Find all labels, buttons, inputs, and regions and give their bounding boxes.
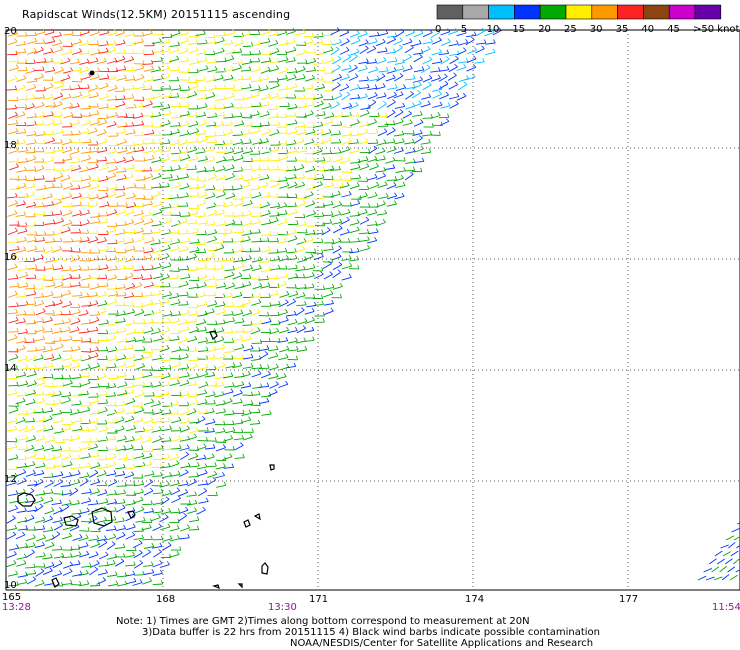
lon-label-177: 177 <box>619 594 639 605</box>
scale-swatch <box>514 4 541 20</box>
lat-label-18: 18 <box>4 140 17 151</box>
lat-lon-grid <box>6 30 740 590</box>
scale-swatch <box>591 4 618 20</box>
map-frame <box>5 29 740 591</box>
time-label-center: 13:30 <box>268 602 297 613</box>
lon-label-171: 171 <box>309 594 329 605</box>
contamination-dot <box>89 70 95 76</box>
scale-label: 0 <box>435 24 441 35</box>
lon-label-165: 165 <box>2 592 22 603</box>
map-title: Rapidscat Winds(12.5KM) 20151115 ascendi… <box>22 8 291 21</box>
lon-label-168: 168 <box>156 594 176 605</box>
scale-swatch <box>565 4 593 20</box>
lat-label-14: 14 <box>4 363 17 374</box>
scale-label: 25 <box>564 24 577 35</box>
lat-label-16: 16 <box>4 252 17 263</box>
lat-label-10: 10 <box>4 580 17 591</box>
time-label-right: 11:54 <box>712 602 740 613</box>
lon-label-174: 174 <box>465 594 485 605</box>
wind-barbs-layer <box>6 27 740 587</box>
scale-swatch <box>668 4 696 20</box>
scale-swatch <box>488 4 515 20</box>
scale-swatch <box>694 4 722 20</box>
scale-label: 45 <box>667 24 680 35</box>
scale-label: 5 <box>461 24 467 35</box>
island-outlines <box>17 330 275 590</box>
time-label-left: 13:28 <box>2 602 31 613</box>
scale-label: 40 <box>641 24 654 35</box>
scale-swatch <box>462 4 489 20</box>
speed-color-scale: 0 5 10 15 20 25 30 35 40 45 >50 knots <box>435 4 740 35</box>
scale-swatch <box>643 4 670 20</box>
scale-label: 10 <box>487 24 500 35</box>
note-line-2: 3)Data buffer is 22 hrs from 20151115 4)… <box>142 627 600 638</box>
scale-swatch <box>436 4 464 20</box>
scale-label: 15 <box>512 24 525 35</box>
scale-label: >50 knots <box>693 24 740 35</box>
note-line-3: NOAA/NESDIS/Center for Satellite Applica… <box>290 638 594 649</box>
note-line-1: Note: 1) Times are GMT 2)Times along bot… <box>116 616 530 627</box>
scale-swatch <box>539 4 567 20</box>
scale-label: 35 <box>616 24 629 35</box>
lat-label-20: 20 <box>4 26 17 37</box>
scale-label: 20 <box>538 24 551 35</box>
lat-label-12: 12 <box>4 474 17 485</box>
scale-swatch <box>617 4 644 20</box>
scale-label: 30 <box>590 24 603 35</box>
